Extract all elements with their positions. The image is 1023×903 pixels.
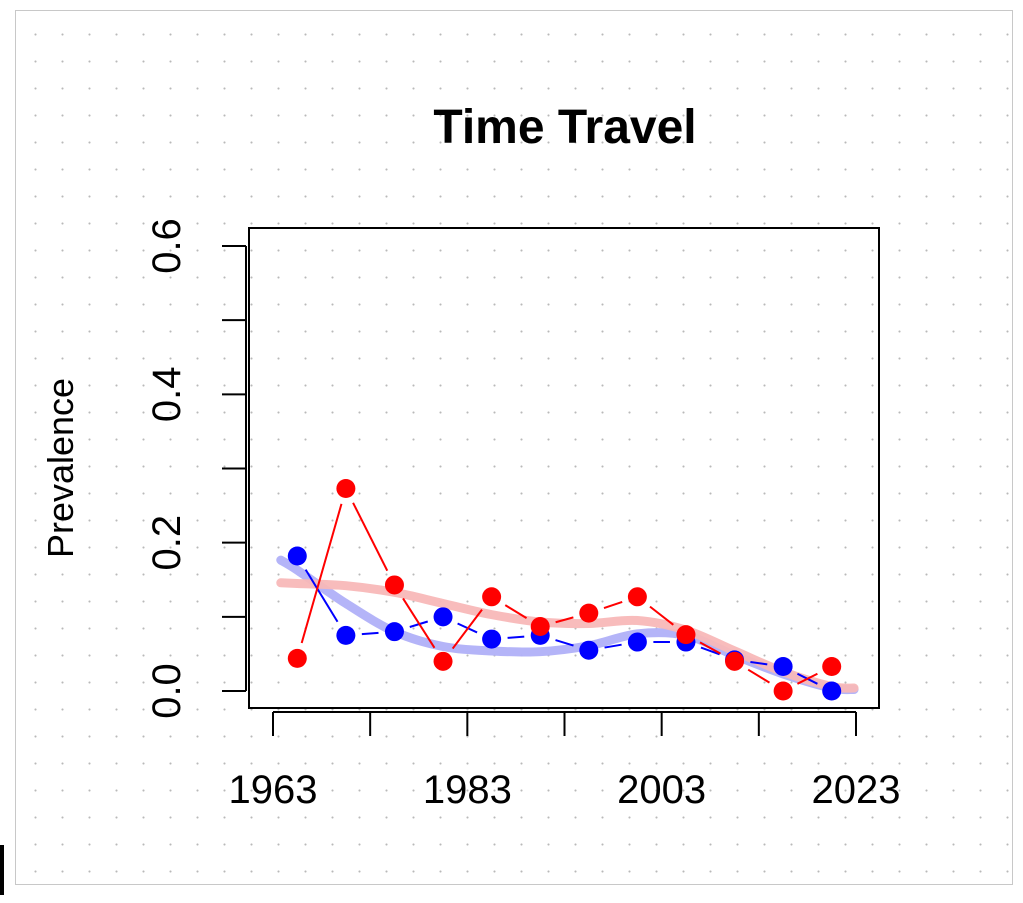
trend-lines <box>276 555 859 695</box>
blue-connector <box>304 569 339 623</box>
plot-frame <box>15 10 1013 885</box>
left-edge-mark <box>0 845 4 895</box>
red-point <box>627 587 647 607</box>
blue-point <box>336 625 356 645</box>
red-connector <box>352 502 389 572</box>
blue-point <box>773 657 793 677</box>
red-point <box>384 575 404 595</box>
x-tick-label: 1963 <box>229 768 318 812</box>
red-connector <box>699 641 722 655</box>
blue-connector <box>507 635 525 639</box>
blue-point <box>384 622 404 642</box>
blue-connector <box>604 643 622 649</box>
chart-title: Time Travel <box>433 101 696 154</box>
axes: 1963 1983 2003 2023 0.0 0.2 0.4 0.6 <box>145 218 900 812</box>
x-tick-label: 1983 <box>423 768 512 812</box>
red-connector <box>555 616 574 624</box>
red-point <box>287 648 307 668</box>
blue-connector <box>700 646 720 656</box>
blue-point <box>433 607 453 627</box>
blue-connector <box>750 661 768 666</box>
red-point <box>676 625 696 645</box>
y-tick-label: 0.4 <box>145 367 189 423</box>
red-connector <box>504 604 528 619</box>
y-tick-label: 0.0 <box>145 663 189 719</box>
red-connector <box>747 668 770 684</box>
red-point <box>579 603 599 623</box>
red-connector <box>300 503 343 644</box>
y-tick-label: 0.6 <box>145 218 189 274</box>
x-tick-label: 2003 <box>617 768 706 812</box>
blue-point <box>579 640 599 660</box>
red-point <box>433 651 453 671</box>
red-connector <box>649 605 674 626</box>
y-tick-label: 0.2 <box>145 515 189 571</box>
red-point <box>822 657 842 677</box>
blue-connector <box>555 639 574 647</box>
data-points <box>287 479 842 701</box>
red-point <box>482 587 502 607</box>
blue-connector <box>361 631 379 636</box>
blue-point <box>482 629 502 649</box>
plot-box <box>248 227 880 709</box>
red-connector <box>451 608 483 650</box>
red-point <box>530 616 550 636</box>
blue-point <box>822 681 842 701</box>
red-point <box>725 651 745 671</box>
blue-point <box>627 632 647 652</box>
red-point <box>773 681 793 701</box>
red-point <box>336 479 356 499</box>
red-connector <box>603 600 623 609</box>
red-connector <box>796 672 818 685</box>
x-tick-label: 2023 <box>812 768 901 812</box>
red-connector <box>402 597 436 649</box>
connector-lines <box>300 502 818 685</box>
blue-point <box>287 546 307 566</box>
y-axis-label: Prevalence <box>40 378 81 558</box>
